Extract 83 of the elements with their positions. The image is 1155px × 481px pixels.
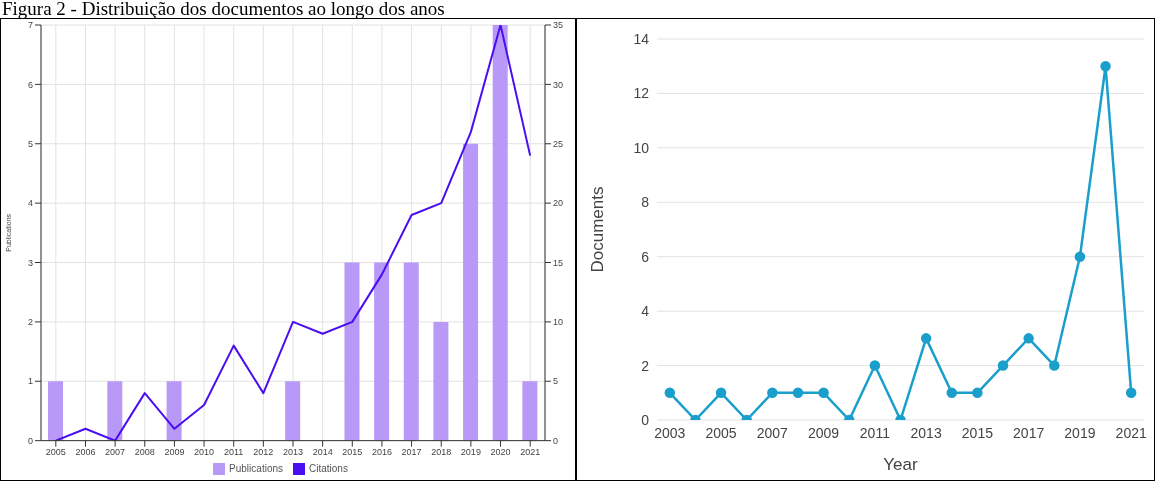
point xyxy=(1100,60,1111,72)
x-axis-title: Year xyxy=(883,455,919,474)
y2-tick-label: 20 xyxy=(553,198,564,209)
y-tick-label: 6 xyxy=(641,248,650,265)
y-tick-label: 0 xyxy=(27,435,33,446)
point xyxy=(1023,333,1034,344)
x-tick-label: 2017 xyxy=(1013,424,1045,441)
x-tick-label: 2019 xyxy=(460,447,481,458)
y-tick-label: 10 xyxy=(633,139,650,156)
x-tick-label: 2006 xyxy=(75,447,96,458)
x-tick-label: 2009 xyxy=(164,447,185,458)
x-tick-label: 2005 xyxy=(45,447,66,458)
point xyxy=(1125,387,1137,399)
point xyxy=(997,360,1009,371)
x-tick-label: 2013 xyxy=(910,424,942,441)
y-tick-label: 4 xyxy=(641,303,650,320)
y-axis-title: Documents xyxy=(588,186,608,273)
x-tick-label: 2012 xyxy=(253,447,274,458)
y-tick-label: 0 xyxy=(641,411,650,428)
point xyxy=(792,387,804,399)
bar xyxy=(403,262,419,441)
point xyxy=(1049,360,1060,371)
x-tick-label: 2021 xyxy=(520,447,541,458)
y2-tick-label: 5 xyxy=(553,376,559,387)
x-tick-label: 2015 xyxy=(342,447,363,458)
y2-tick-label: 15 xyxy=(553,257,564,268)
y2-tick-label: 30 xyxy=(553,79,564,90)
x-tick-label: 2016 xyxy=(371,447,392,458)
x-tick-label: 2021 xyxy=(1115,424,1147,441)
x-tick-label: 2007 xyxy=(756,424,789,441)
bar xyxy=(374,262,390,441)
line-series xyxy=(54,25,532,441)
x-tick-label: 2008 xyxy=(134,447,155,458)
x-tick-label: 2015 xyxy=(961,424,994,441)
point xyxy=(869,360,881,371)
x-tick-label: 2017 xyxy=(401,447,422,458)
x-tick-label: 2003 xyxy=(654,424,686,441)
bar xyxy=(344,262,360,441)
bar xyxy=(522,381,538,441)
x-tick-label: 2013 xyxy=(282,447,304,458)
point xyxy=(972,387,983,399)
y2-tick-label: 0 xyxy=(553,435,559,446)
x-tick-label: 2011 xyxy=(859,424,891,441)
y2-tick-label: 10 xyxy=(553,317,564,328)
legend-label: Citations xyxy=(309,462,348,474)
point xyxy=(1074,251,1086,262)
x-tick-label: 2010 xyxy=(194,447,215,458)
point xyxy=(664,387,676,399)
bar xyxy=(492,25,508,441)
y-tick-label: 3 xyxy=(27,257,33,268)
bar xyxy=(166,381,182,441)
point xyxy=(818,387,829,399)
bar xyxy=(463,143,479,441)
x-tick-label: 2018 xyxy=(431,447,452,458)
y-tick-label: 4 xyxy=(27,198,33,209)
x-tick-label: 2019 xyxy=(1064,424,1096,441)
bar xyxy=(285,381,301,441)
x-tick-label: 2014 xyxy=(312,447,333,458)
point xyxy=(920,333,932,344)
y-tick-label: 7 xyxy=(27,20,33,31)
y-tick-label: 5 xyxy=(27,138,33,149)
y2-tick-label: 25 xyxy=(553,138,564,149)
y-tick-label: 12 xyxy=(633,85,650,102)
point xyxy=(767,387,778,399)
x-tick-label: 2005 xyxy=(705,424,737,441)
bar xyxy=(107,381,123,441)
x-tick-label: 2011 xyxy=(224,447,244,458)
y-tick-label: 8 xyxy=(641,194,650,211)
bar xyxy=(433,321,449,441)
x-tick-label: 2009 xyxy=(808,424,840,441)
y-tick-label: 1 xyxy=(27,376,33,387)
x-tick-label: 2020 xyxy=(490,447,511,458)
x-tick-label: 2007 xyxy=(105,447,126,458)
bar xyxy=(48,381,63,441)
y2-tick-label: 35 xyxy=(553,20,564,31)
y-tick-label: 2 xyxy=(27,317,33,328)
point xyxy=(715,387,727,399)
y-tick-label: 6 xyxy=(27,79,33,90)
y-tick-label: 2 xyxy=(641,357,650,374)
y-tick-label: 14 xyxy=(633,30,650,47)
point xyxy=(946,387,958,399)
chart-title: Figura 2 - Distribuição dos documentos ao longo dos anos xyxy=(1,0,446,19)
legend-label: Publications xyxy=(229,462,283,474)
